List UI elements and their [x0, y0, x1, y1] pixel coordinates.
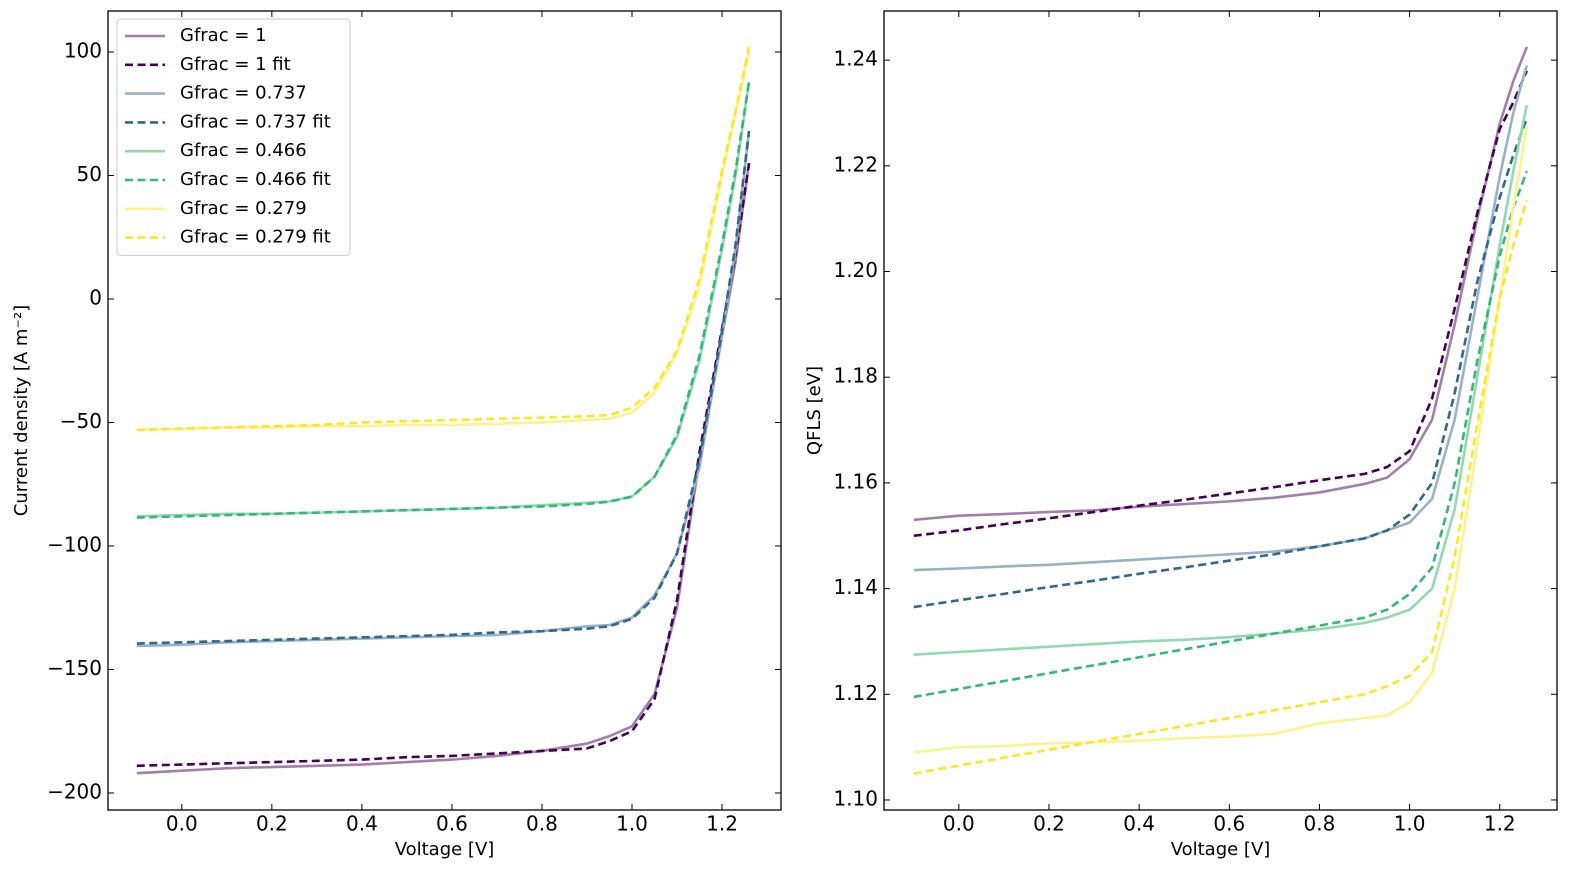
- y-tick-label: 0: [89, 285, 102, 309]
- series-line: [913, 117, 1529, 609]
- y-tick-label: 1.12: [833, 681, 878, 705]
- x-tick-label: 1.2: [706, 812, 738, 836]
- series-line: [913, 46, 1529, 522]
- series-line: [913, 70, 1528, 538]
- series-line: [136, 51, 751, 432]
- x-tick-label: 1.0: [1394, 812, 1426, 836]
- y-axis-label: Current density [A m⁻²]: [11, 305, 32, 516]
- y-tick-label: 1.20: [833, 258, 878, 282]
- x-tick-label: 0.4: [346, 812, 378, 836]
- legend-label: Gfrac = 1: [180, 25, 267, 46]
- x-tick-label: 0.2: [256, 812, 288, 836]
- legend-label: Gfrac = 1 fit: [180, 54, 291, 75]
- y-tick-label: −100: [47, 532, 102, 556]
- y-tick-label: 100: [64, 38, 102, 62]
- y-tick-label: 50: [77, 162, 102, 186]
- legend-label: Gfrac = 0.737: [180, 83, 307, 104]
- x-tick-label: 1.2: [1484, 812, 1516, 836]
- legend-label: Gfrac = 0.737 fit: [180, 111, 331, 132]
- y-tick-label: −50: [60, 409, 102, 433]
- y-tick-label: −150: [47, 656, 102, 680]
- legend-frame: [116, 18, 351, 256]
- x-tick-label: 0.2: [1033, 812, 1065, 836]
- x-tick-label: 0.0: [166, 812, 198, 836]
- y-axis-label: QFLS [eV]: [804, 366, 825, 455]
- series-line: [136, 81, 751, 519]
- x-tick-label: 0.6: [1213, 812, 1245, 836]
- y-tick-label: 1.14: [833, 575, 878, 599]
- x-tick-label: 0.8: [1304, 812, 1336, 836]
- x-tick-label: 0.6: [436, 812, 468, 836]
- plot-frame: [107, 10, 782, 811]
- legend-label: Gfrac = 0.466: [180, 140, 307, 161]
- subplot: 0.0 0.2 0.4 0.6 0.8 1.0 1.2 1.10 1.12 1.14 1.16 1.1…: [804, 10, 1558, 860]
- series-line: [913, 65, 1529, 572]
- x-axis-label: Voltage [V]: [395, 839, 495, 860]
- x-tick-label: 1.0: [616, 812, 648, 836]
- y-tick-label: 1.18: [833, 364, 878, 388]
- x-tick-label: 0.0: [943, 812, 975, 836]
- y-tick-label: −200: [47, 779, 102, 803]
- series-line: [136, 130, 751, 645]
- x-tick-label: 0.8: [526, 812, 558, 836]
- y-tick-label: 1.10: [833, 786, 878, 810]
- plot-frame: [883, 10, 1558, 811]
- y-tick-label: 1.24: [833, 47, 878, 71]
- series-line: [913, 104, 1529, 656]
- y-tick-label: 1.22: [833, 152, 878, 176]
- y-tick-label: 1.16: [833, 469, 878, 493]
- series-line: [913, 125, 1529, 754]
- legend: Gfrac = 1 Gfrac = 1 fit Gfrac = 0.737 Gfrac…: [116, 18, 351, 256]
- x-tick-label: 0.4: [1123, 812, 1155, 836]
- legend-label: Gfrac = 0.466 fit: [180, 169, 331, 190]
- subplot: 0.0 0.2 0.4 0.6 0.8 1.0 1.2 −200 −150 −100 −50 0 50 1…: [11, 10, 782, 860]
- legend-label: Gfrac = 0.279: [180, 198, 307, 219]
- legend-label: Gfrac = 0.279 fit: [180, 227, 331, 248]
- x-axis-label: Voltage [V]: [1171, 839, 1271, 860]
- series-line: [913, 170, 1529, 699]
- series-line: [136, 46, 751, 432]
